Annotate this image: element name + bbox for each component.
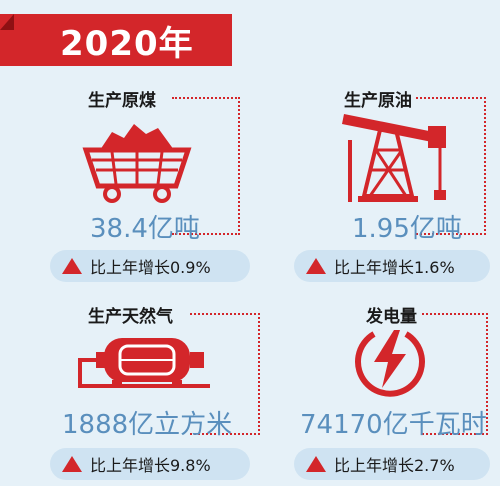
change-badge: 比上年增长9.8% — [50, 448, 250, 480]
year-banner: 2020年 — [0, 14, 232, 66]
dotted-connector — [172, 97, 240, 235]
gas-tank-icon — [78, 338, 210, 388]
change-badge: 比上年增长0.9% — [50, 250, 250, 282]
up-triangle-icon — [306, 258, 326, 274]
banner-title: 2020年 — [60, 23, 194, 64]
banner-fold — [0, 14, 14, 30]
card-value: 74170亿千瓦时 — [300, 410, 487, 440]
card-label: 生产原煤 — [88, 91, 156, 111]
oil-pumpjack-icon — [342, 114, 446, 202]
dotted-connector — [422, 313, 488, 435]
card-label: 生产原油 — [344, 91, 412, 111]
change-text: 比上年增长9.8% — [90, 456, 211, 475]
dotted-connector — [416, 97, 486, 235]
change-badge: 比上年增长2.7% — [294, 448, 490, 480]
card-value: 38.4亿吨 — [90, 214, 200, 244]
card-value: 1.95亿吨 — [352, 214, 462, 244]
card-value: 1888亿立方米 — [62, 410, 233, 440]
up-triangle-icon — [306, 456, 326, 472]
change-text: 比上年增长2.7% — [334, 456, 455, 475]
change-badge: 比上年增长1.6% — [294, 250, 490, 282]
up-triangle-icon — [62, 258, 82, 274]
coal-cart-icon — [82, 124, 192, 203]
lightning-bolt-icon — [355, 330, 425, 397]
change-text: 比上年增长0.9% — [90, 258, 211, 277]
up-triangle-icon — [62, 456, 82, 472]
dotted-connector — [190, 313, 260, 435]
card-label: 生产天然气 — [88, 307, 173, 327]
card-label: 发电量 — [366, 307, 417, 327]
change-text: 比上年增长1.6% — [334, 258, 455, 277]
